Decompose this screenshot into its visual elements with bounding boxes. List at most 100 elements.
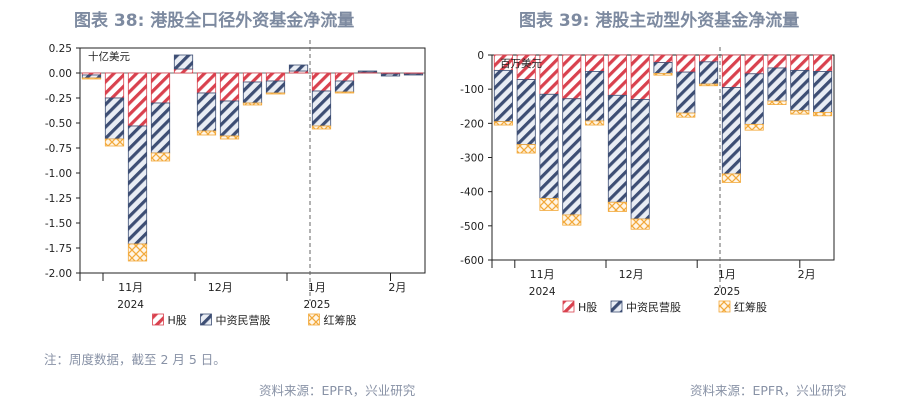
bar-h-share <box>242 72 263 83</box>
bar-h-share <box>767 54 787 69</box>
bar-h-share <box>790 54 810 71</box>
bar-private-china <box>744 73 764 125</box>
bar-private-china <box>311 90 332 127</box>
bar-h-share <box>265 72 286 82</box>
bar-red-chip <box>334 91 355 94</box>
bar-red-chip <box>744 123 764 131</box>
chart-39-hk-active-foreign-fund-flow: 0 -100 -200 -300 -400 -500 -600 11月 12月 1月 2月 2024 2… <box>460 47 835 314</box>
source-note-39: 资料来源：EPFR，兴业研究 <box>690 383 847 398</box>
x-month-label: 1月 <box>718 268 736 281</box>
y-tick-label: -500 <box>460 221 484 233</box>
x-year-label: 2024 <box>117 299 144 311</box>
bar-h-share <box>585 54 605 72</box>
bar-private-china <box>219 100 240 137</box>
bar-h-share <box>630 54 650 100</box>
y-tick-label: -600 <box>460 255 484 267</box>
chart-38-hk-all-foreign-fund-flow: 0.25 0.00 -0.25 -0.50 -0.75 -1.00 -1.25 -1.50 -1… <box>45 40 426 327</box>
y-tick-label: -0.75 <box>45 143 72 155</box>
y-tick-label: -1.00 <box>45 168 72 180</box>
bar-private-china <box>403 73 424 76</box>
bar-private-china <box>196 92 217 132</box>
bar-h-share <box>311 72 332 92</box>
bar-private-china <box>150 102 171 154</box>
bar-red-chip <box>607 201 627 212</box>
bar-red-chip <box>585 120 605 126</box>
y-tick-label: -400 <box>460 187 484 199</box>
bar-h-share <box>699 54 719 63</box>
bar-private-china <box>699 61 719 85</box>
bar-private-china <box>357 70 378 73</box>
bar-red-chip <box>242 102 263 106</box>
bar-h-share <box>196 72 217 94</box>
bar-red-chip <box>265 92 286 95</box>
x-year-label: 2024 <box>529 286 556 298</box>
bar-red-chip <box>311 125 332 130</box>
unit-label: 百万美元 <box>500 57 542 70</box>
bar-h-share <box>721 54 741 88</box>
bar-h-share <box>127 72 148 127</box>
y-tick-label: 0 <box>477 50 484 62</box>
bar-red-chip <box>653 73 673 76</box>
y-tick-label: -0.50 <box>45 118 72 130</box>
bar-red-chip <box>813 112 833 117</box>
bar-red-chip <box>104 138 125 147</box>
bar-private-china <box>790 69 810 112</box>
legend-label: H股 <box>168 314 187 327</box>
bar-red-chip <box>539 198 559 211</box>
y-tick-label: -1.25 <box>45 193 72 205</box>
bar-private-china <box>562 98 582 216</box>
legend-swatch <box>200 313 212 326</box>
bar-private-china <box>334 80 355 93</box>
x-month-label: 12月 <box>208 281 233 294</box>
legend-swatch <box>562 300 575 313</box>
bar-private-china <box>288 64 309 72</box>
x-month-label: 2月 <box>798 268 816 281</box>
bar-red-chip <box>790 110 810 115</box>
x-month-label: 11月 <box>118 281 143 294</box>
legend-swatch <box>610 300 623 313</box>
chart-title-38: 图表 38: 港股全口径外资基金净流量 <box>74 11 355 31</box>
bar-red-chip <box>699 83 719 87</box>
bar-private-china <box>653 62 673 74</box>
bar-private-china <box>493 69 513 123</box>
legend-label: 红筹股 <box>734 300 767 314</box>
bar-private-china <box>242 81 263 104</box>
legend-swatch <box>718 300 731 313</box>
footnote: 注：周度数据，截至 2 月 5 日。 <box>44 352 226 367</box>
x-year-label: 2025 <box>713 286 740 298</box>
bar-red-chip <box>767 100 787 105</box>
bar-private-china <box>380 73 401 77</box>
bar-h-share <box>334 72 355 82</box>
y-tick-label: 0.25 <box>49 43 72 55</box>
unit-label: 十亿美元 <box>88 50 130 63</box>
bar-private-china <box>585 71 605 122</box>
bar-private-china <box>767 67 787 102</box>
bar-red-chip <box>516 144 536 154</box>
bar-h-share <box>219 72 240 102</box>
bar-private-china <box>539 93 559 199</box>
source-note-38: 资料来源：EPFR，兴业研究 <box>259 383 416 398</box>
bar-private-china <box>104 97 125 140</box>
bar-red-chip <box>721 173 741 183</box>
y-tick-label: -300 <box>460 153 484 165</box>
bar-private-china <box>81 74 102 79</box>
bar-red-chip <box>127 243 148 262</box>
bar-h-share <box>150 72 171 104</box>
y-tick-label: -0.25 <box>45 93 72 105</box>
bar-red-chip <box>676 112 696 118</box>
chart-title-39: 图表 39: 港股主动型外资基金净流量 <box>519 11 800 31</box>
bar-h-share <box>173 68 194 74</box>
bar-private-china <box>265 80 286 94</box>
legend-swatch <box>308 313 320 326</box>
plot-frame <box>79 47 426 274</box>
y-tick-label: 0.00 <box>49 68 72 80</box>
bar-h-share <box>676 54 696 73</box>
bar-private-china <box>721 87 741 175</box>
bar-private-china <box>173 54 194 70</box>
x-month-label: 12月 <box>619 268 644 281</box>
bar-h-share <box>653 54 673 63</box>
bar-red-chip <box>219 135 240 140</box>
bar-red-chip <box>81 77 102 80</box>
bar-private-china <box>607 94 627 203</box>
x-month-label: 1月 <box>308 281 326 294</box>
